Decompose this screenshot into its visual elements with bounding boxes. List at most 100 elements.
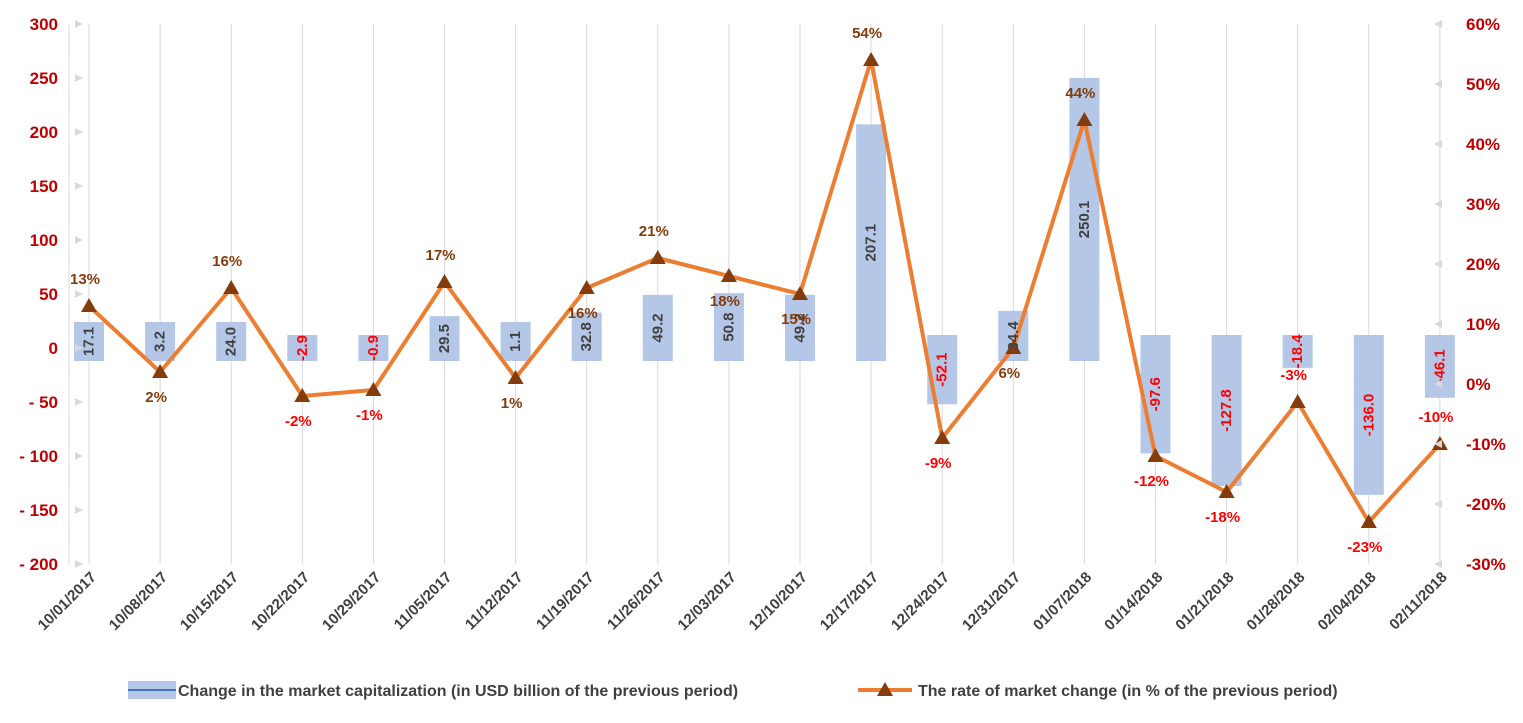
bar (1353, 335, 1384, 495)
rate-value-label: -18% (1205, 509, 1240, 526)
bar-value-label: 24.0 (223, 327, 240, 356)
bar (571, 312, 602, 361)
bar (74, 322, 104, 361)
rate-marker (792, 286, 808, 300)
bar-value-label: 17.1 (81, 327, 98, 356)
rate-marker (223, 280, 240, 294)
rate-value-label: -10% (1418, 409, 1453, 426)
x-tick-label: 12/24/2017 (888, 569, 953, 634)
bar-value-label: 32.8 (578, 322, 595, 351)
right-tick-label: 60% (1466, 15, 1500, 34)
left-tick-marker (75, 560, 83, 568)
right-tick-label: 20% (1466, 255, 1500, 274)
x-tick-label: 01/21/2018 (1172, 569, 1237, 634)
rate-marker (1147, 448, 1164, 462)
left-tick-marker (75, 20, 83, 28)
left-tick-marker (75, 344, 83, 352)
rate-value-label: 6% (998, 365, 1020, 382)
bar (1140, 335, 1171, 454)
x-tick-label: 12/03/2017 (675, 569, 740, 634)
right-tick-marker (1434, 260, 1442, 268)
left-tick-label: 0 (49, 339, 58, 358)
left-tick-label: 100 (30, 231, 58, 250)
bar (642, 294, 673, 361)
x-tick-label: 10/08/2017 (106, 569, 171, 634)
x-tick-label: 02/04/2018 (1315, 569, 1380, 634)
rate-value-label: -12% (1134, 473, 1169, 490)
rate-value-label: -9% (925, 455, 952, 472)
rate-marker (436, 274, 453, 288)
rate-marker (578, 280, 595, 294)
bar (1424, 335, 1455, 398)
bar (1282, 335, 1313, 368)
rate-value-label: 1% (501, 395, 523, 412)
rate-value-label: 54% (852, 25, 882, 42)
right-tick-label: 10% (1466, 315, 1500, 334)
bar-value-label: -136.0 (1360, 394, 1377, 437)
right-tick-label: -10% (1466, 435, 1506, 454)
right-tick-marker (1434, 320, 1442, 328)
x-tick-label: 10/01/2017 (35, 569, 100, 634)
bar-value-label: -0.9 (365, 335, 382, 361)
bar (500, 322, 531, 361)
x-tick-label: 01/14/2018 (1101, 569, 1166, 634)
bar-value-label: 207.1 (863, 224, 880, 262)
bar (358, 335, 389, 361)
x-tick-label: 01/07/2018 (1030, 569, 1095, 634)
right-tick-label: 0% (1466, 375, 1491, 394)
rate-value-label: 2% (145, 389, 167, 406)
bar-value-label: 29.5 (436, 324, 453, 353)
legend-line-marker (877, 682, 893, 696)
left-tick-label: - 100 (19, 447, 58, 466)
right-tick-label: 30% (1466, 195, 1500, 214)
rate-value-label: -23% (1347, 539, 1382, 556)
x-tick-label: 11/19/2017 (533, 569, 598, 634)
bar-value-label: 49.2 (649, 313, 666, 342)
right-tick-marker (1434, 380, 1442, 388)
rate-marker (720, 268, 737, 282)
legend-line-label: The rate of market change (in % of the p… (918, 683, 1338, 700)
rate-marker (1218, 484, 1235, 498)
rate-marker (365, 382, 382, 396)
bar-label-layer: 17.1 3.2 24.0 -2.9 -0.9 29.5 1.1 32.8 49.2 50.8 49… (81, 201, 1449, 437)
bar-layer (74, 77, 1455, 495)
rate-marker (934, 430, 951, 444)
left-tick-marker (75, 236, 83, 244)
right-tick-marker (1434, 500, 1442, 508)
rate-marker (81, 298, 97, 312)
marker-layer (81, 52, 1448, 528)
rate-value-label: -1% (356, 407, 383, 424)
rate-marker (1360, 514, 1377, 528)
legend-bar-label: Change in the market capitalization (in … (178, 683, 738, 700)
rate-value-label: -2% (285, 413, 312, 430)
right-tick-marker (1434, 140, 1442, 148)
right-tick-label: -20% (1466, 495, 1506, 514)
x-tick-label: 11/26/2017 (604, 569, 669, 634)
rate-value-label: 16% (568, 305, 598, 322)
left-tick-marker (75, 290, 83, 298)
bar (145, 322, 176, 361)
bar-value-label: 1.1 (507, 331, 524, 352)
x-tick-label: 01/28/2018 (1243, 569, 1308, 634)
bar-value-label: 34.4 (1005, 321, 1022, 351)
left-tick-label: - 50 (29, 393, 58, 412)
rate-line (87, 58, 1442, 524)
x-tick-label: 12/31/2017 (959, 569, 1024, 634)
left-tick-label: - 150 (19, 501, 58, 520)
left-tick-marker (75, 398, 83, 406)
bar (713, 293, 744, 361)
bar (429, 316, 460, 361)
rate-marker (1005, 340, 1022, 354)
left-tick-label: 150 (30, 177, 58, 196)
bar-value-label: 250.1 (1076, 201, 1093, 239)
bar (785, 294, 815, 361)
right-tick-marker (1434, 200, 1442, 208)
left-tick-marker (75, 506, 83, 514)
bar-value-label: -2.9 (294, 335, 311, 361)
left-tick-marker (75, 452, 83, 460)
bar-value-label: 50.8 (720, 312, 737, 341)
rate-marker (863, 52, 880, 66)
line-layer (87, 58, 1442, 524)
rate-value-label: 44% (1065, 85, 1095, 102)
